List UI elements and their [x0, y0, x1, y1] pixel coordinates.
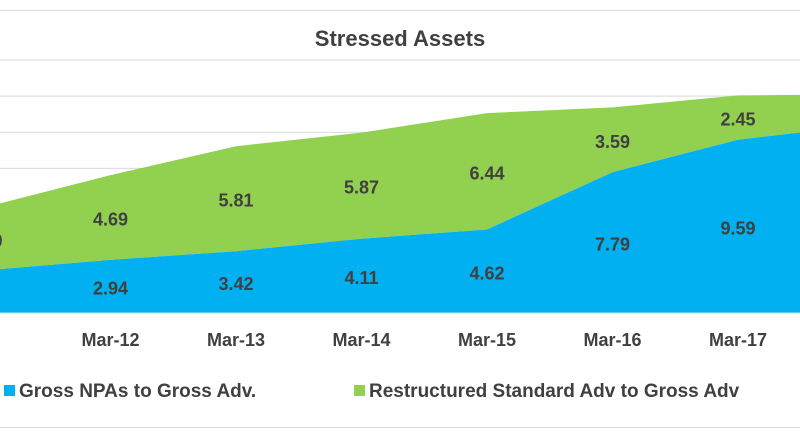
data-label-gross-npas: 7.79: [595, 235, 630, 255]
x-tick-label: Mar-13: [207, 330, 265, 350]
data-label-restructured: 5.81: [218, 191, 253, 211]
x-tick-label: Mar-15: [458, 330, 516, 350]
data-label-restructured: 3.49: [0, 231, 3, 251]
x-tick-label: Mar-14: [332, 330, 390, 350]
chart-frame: [0, 10, 800, 428]
chart-title: Stressed Assets: [314, 26, 486, 51]
legend-gross-npas-label: Gross NPAs to Gross Adv.: [19, 381, 256, 402]
x-tick-label: Mar-16: [583, 330, 641, 350]
x-tick-label: Mar-17: [709, 330, 767, 350]
data-label-gross-npas: 3.42: [218, 274, 253, 294]
data-label-gross-npas: 2.94: [93, 278, 128, 298]
area-restructured-standard-adv: [0, 94, 800, 270]
data-label-gross-npas: 9.59: [720, 218, 755, 238]
legend-restructured-label: Restructured Standard Adv to Gross Adv: [369, 381, 740, 402]
data-label-restructured: 6.44: [469, 163, 504, 183]
data-label-gross-npas: 4.11: [344, 268, 378, 288]
legend-gross-npas-swatch: [4, 385, 15, 396]
data-label-restructured: 3.59: [595, 132, 630, 152]
data-label-restructured: 2.45: [720, 110, 755, 130]
data-label-restructured: 5.87: [344, 178, 379, 198]
legend-restructured-swatch: [354, 385, 365, 396]
data-label-restructured: 4.69: [93, 209, 128, 229]
x-tick-label: Mar-12: [81, 330, 139, 350]
area-gross-npas: [0, 132, 800, 313]
data-label-gross-npas: 4.62: [469, 263, 504, 283]
